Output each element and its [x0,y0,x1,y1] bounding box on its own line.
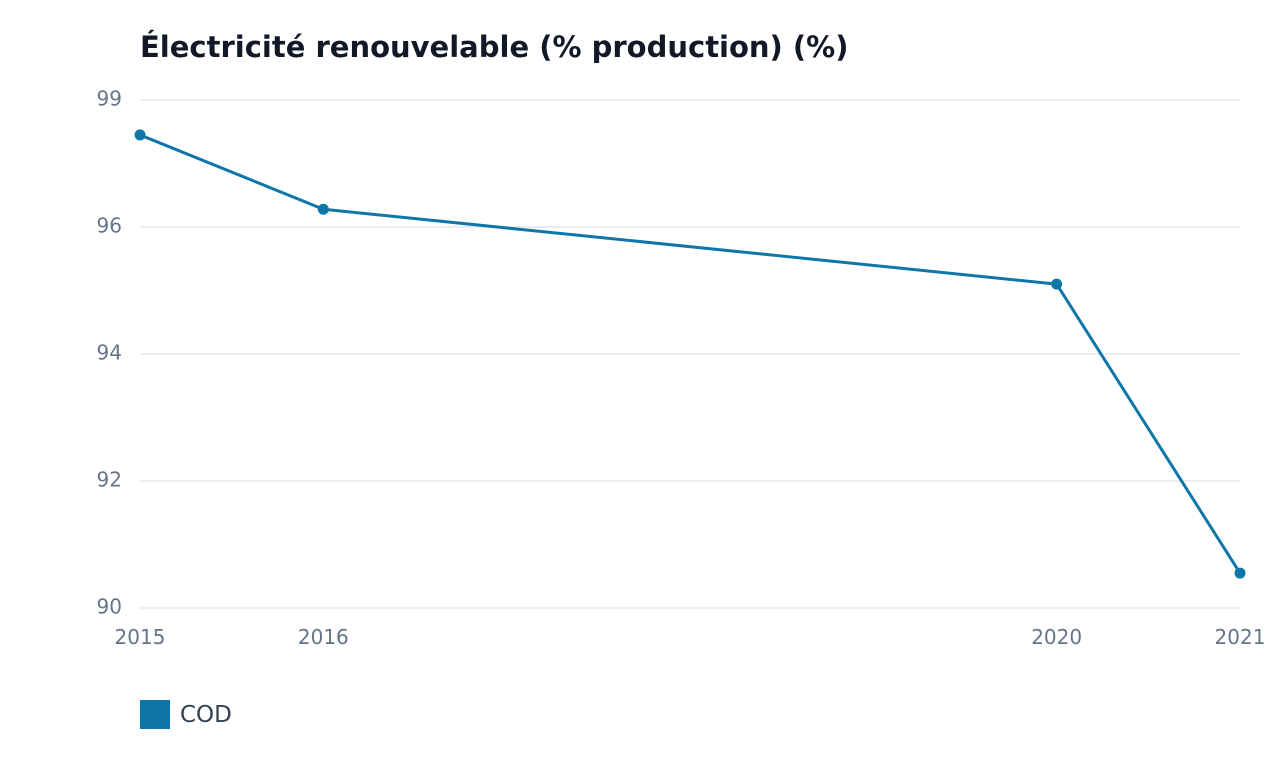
chart-title: Électricité renouvelable (% production) … [140,30,849,64]
x-tick-label: 2016 [298,625,349,649]
legend-swatch-cod [140,700,170,729]
x-tick-label: 2020 [1031,625,1082,649]
y-tick-label: 99 [97,87,122,111]
y-tick-label: 94 [97,341,122,365]
data-point [317,203,329,215]
y-tick-label: 92 [97,468,122,492]
y-tick-label: 96 [97,214,122,238]
x-tick-label: 2015 [115,625,166,649]
data-point [134,129,146,141]
x-axis-ticks: 2015 2016 2020 2021 [115,625,1266,649]
data-point [1234,567,1246,579]
x-tick-label: 2021 [1215,625,1266,649]
series-line [139,133,1242,574]
y-axis-ticks: 90 92 94 96 99 [97,87,122,619]
data-point [1051,278,1063,290]
series-layer [134,129,1246,579]
y-tick-label: 90 [97,595,122,619]
grid-lines [140,99,1240,609]
legend: COD [140,700,232,729]
legend-label-cod: COD [180,701,232,728]
